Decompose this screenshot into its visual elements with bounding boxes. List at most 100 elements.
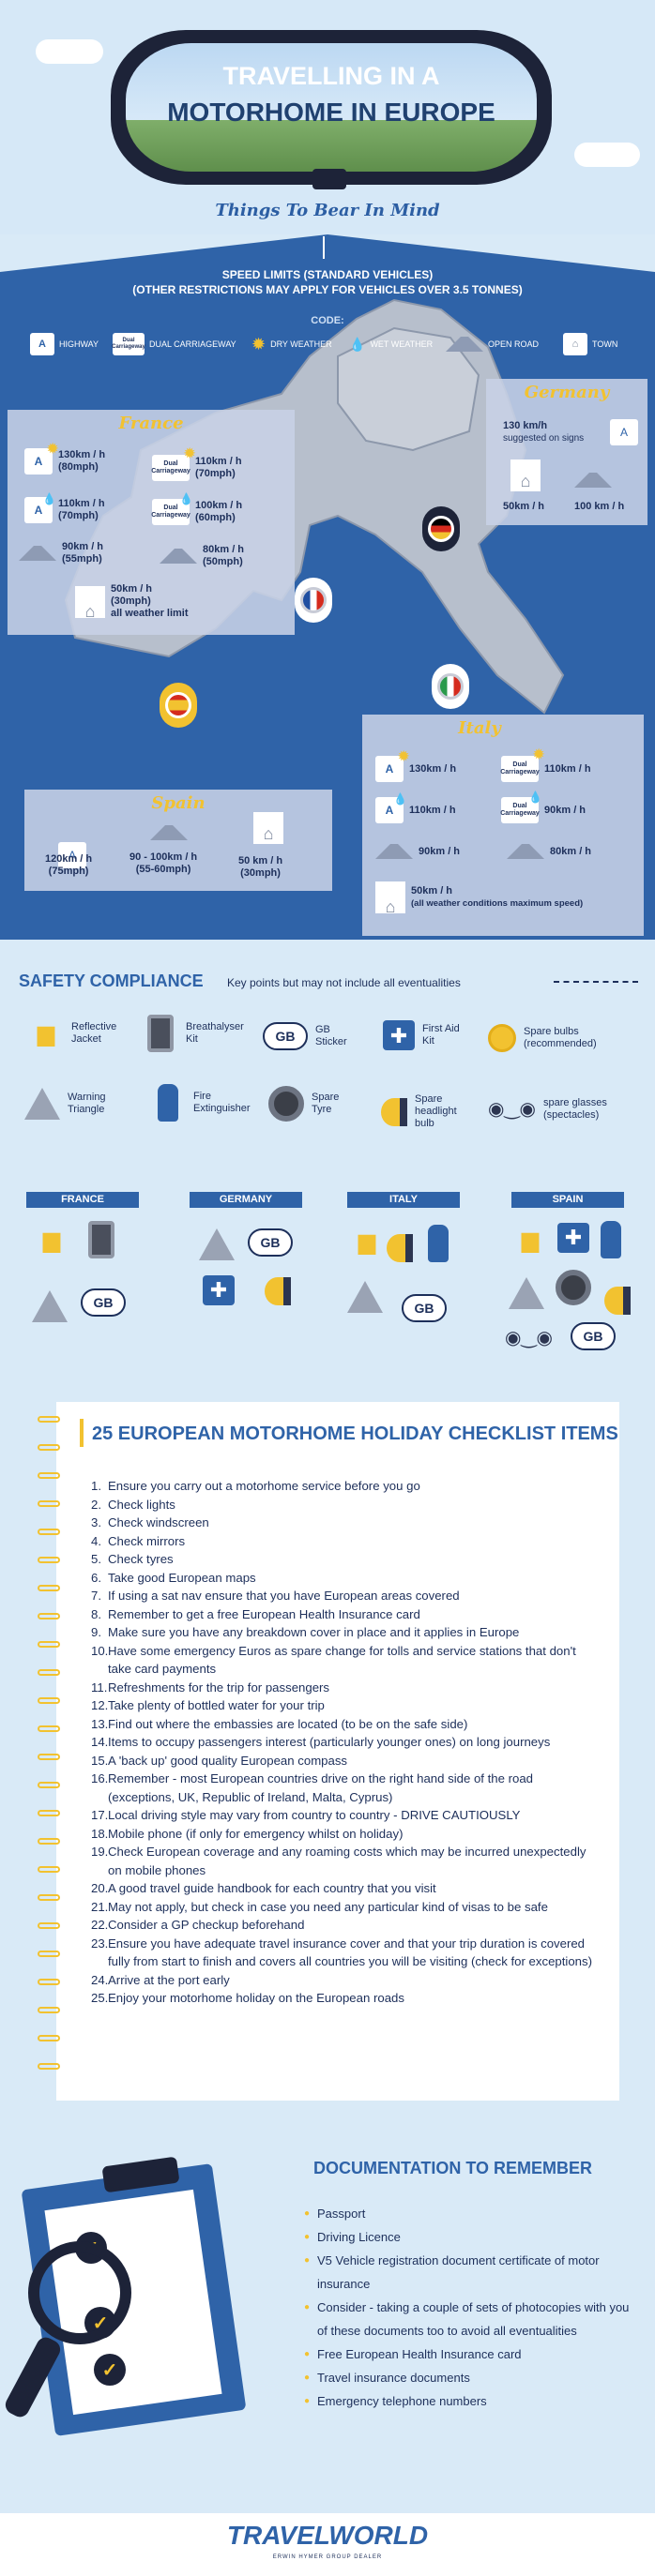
checklist-item: 15. A 'back up' good quality European com… <box>91 1752 598 1770</box>
first-aid-icon: ✚ <box>557 1223 589 1253</box>
checklist-item: 14. Items to occupy passengers interest (… <box>91 1733 598 1752</box>
bullet-icon: ● <box>304 2349 311 2359</box>
checklist-item: 18. Mobile phone (if only for emergency w… <box>91 1825 598 1844</box>
checklist-item-number: 7. <box>91 1589 101 1603</box>
safety-subtitle: Key points but may not include all event… <box>227 976 461 989</box>
italy-open-dry: 90km / h <box>375 844 460 859</box>
reflective-jacket-icon: ▆ <box>37 1020 55 1047</box>
italy-highway-wet: A 💧 110km / h <box>375 793 456 823</box>
tagline: Things To Bear In Mind <box>215 201 440 220</box>
speed-limits-title: SPEED LIMITS (STANDARD VEHICLES) (OTHER … <box>0 267 655 297</box>
dual-carriageway-icon: Dual Carriageway ✹ <box>500 747 544 782</box>
italy-highway-wet-value: 110km / h <box>409 804 456 816</box>
reflective-jacket-icon: ▆ <box>42 1227 61 1253</box>
bullet-icon: ● <box>304 2255 311 2266</box>
checklist-item-number: 14. <box>91 1735 109 1749</box>
checklist-item-text: Check windscreen <box>108 1515 209 1529</box>
bullet-icon: ● <box>304 2208 311 2219</box>
france-dual-wet-value: 100km / h (60mph) <box>195 500 243 523</box>
glasses-icon: ◉‿◉ <box>488 1098 536 1120</box>
warning-triangle-icon <box>24 1088 60 1120</box>
germany-shape <box>337 326 480 452</box>
gb-sticker-icon: GB <box>248 1228 293 1257</box>
item-spare-tyre: Spare Tyre <box>268 1086 339 1122</box>
germany-name: Germany <box>524 383 610 402</box>
italy-name: Italy <box>458 718 501 738</box>
req-germany-label: GERMANY <box>190 1192 302 1208</box>
document-item: ● Passport <box>304 2202 632 2225</box>
checklist-item: 23. Ensure you have adequate travel insur… <box>91 1935 598 1971</box>
code-wet-label: WET WEATHER <box>370 339 434 349</box>
safety-divider <box>554 981 638 983</box>
checklist-item-text: May not apply, but check in case you nee… <box>108 1899 548 1914</box>
checklist-item-text: Items to occupy passengers interest (par… <box>108 1735 551 1749</box>
italy-dual-wet-value: 90km / h <box>544 804 586 816</box>
checklist-item: 9. Make sure you have any breakdown cover… <box>91 1623 598 1642</box>
italy-dual-dry: Dual Carriageway ✹ 110km / h <box>500 747 591 782</box>
checklist-title-bar <box>80 1419 84 1447</box>
code-town: ⌂ TOWN <box>563 332 617 356</box>
document-item-text: Consider - taking a couple of sets of ph… <box>317 2300 630 2338</box>
open-road-icon <box>160 549 197 564</box>
headlight-bulb-icon <box>604 1287 631 1315</box>
item-reflective-jacket: ▆ Reflective Jacket <box>28 1015 117 1052</box>
sun-icon: ✹ <box>398 748 409 763</box>
checklist-item-number: 13. <box>91 1716 109 1731</box>
glasses-icon: ◉‿◉ <box>505 1328 553 1348</box>
italy-flag-pin <box>432 664 469 709</box>
document-item-text: Travel insurance documents <box>317 2371 470 2385</box>
checklist: 1. Ensure you carry out a motorhome servi… <box>91 1477 598 2008</box>
sun-icon: ✹ <box>184 445 195 460</box>
code-wet: 💧 WET WEATHER <box>349 332 433 356</box>
checklist-item: 5. Check tyres <box>91 1550 598 1569</box>
dual-label: Dual Carriageway <box>500 803 540 817</box>
spain-flag-pin <box>160 683 197 728</box>
checklist-item-text: Find out where the embassies are located… <box>108 1716 468 1731</box>
highway-icon: A 💧 <box>24 493 56 523</box>
checklist-item: 16. Remember - most European countries dr… <box>91 1770 598 1806</box>
germany-highway-note: suggested on signs <box>503 433 585 444</box>
checklist-item-number: 4. <box>91 1533 101 1548</box>
germany-highway-value: 130 km/h <box>503 420 548 431</box>
divider-dash <box>323 236 332 259</box>
checklist-item-text: Local driving style may vary from countr… <box>108 1808 521 1822</box>
checklist-item-number: 24. <box>91 1972 109 1987</box>
checklist-item-number: 9. <box>91 1625 101 1639</box>
checklist-item-text: Check lights <box>108 1497 175 1512</box>
jacket-label: Reflective Jacket <box>71 1021 117 1045</box>
document-item-text: V5 Vehicle registration document certifi… <box>317 2253 600 2291</box>
france-dual-dry: Dual Carriageway ✹ 110km / h (70mph) <box>151 446 242 481</box>
checklist-item-text: Remember to get a free European Health I… <box>108 1606 420 1621</box>
checklist-item: 10. Have some emergency Euros as spare ch… <box>91 1642 598 1679</box>
checklist-item: 12. Take plenty of bottled water for your… <box>91 1696 598 1715</box>
checklist-item-number: 20. <box>91 1881 109 1895</box>
item-headlight-bulb: Spare headlight bulb <box>381 1093 457 1130</box>
checklist-item: 7. If using a sat nav ensure that you hav… <box>91 1587 598 1605</box>
france-highway-dry-value: 130km / h (80mph) <box>58 449 106 473</box>
town-icon: ⌂ <box>253 812 283 844</box>
open-road-icon <box>19 546 56 561</box>
hlbulb-label: Spare headlight bulb <box>415 1093 457 1129</box>
checklist-item-text: Ensure you have adequate travel insuranc… <box>108 1936 592 1969</box>
checklist-item-number: 18. <box>91 1826 109 1841</box>
ext-label: Fire Extinguisher <box>193 1091 251 1114</box>
item-spare-glasses: ◉‿◉ spare glasses (spectacles) <box>488 1097 607 1122</box>
open-road-icon <box>446 337 483 352</box>
italy-town-text: 50km / h (all weather conditions maximum… <box>411 885 583 910</box>
checklist-title: 25 EUROPEAN MOTORHOME HOLIDAY CHECKLIST … <box>92 1424 618 1444</box>
documents-list: ● Passport ● Driving Licence ● V5 Vehicle reg… <box>304 2202 632 2413</box>
checklist-item-text: Refreshments for the trip for passengers <box>108 1680 330 1695</box>
checklist-item-number: 19. <box>91 1845 109 1859</box>
dual-label: Dual Carriageway <box>151 460 190 475</box>
item-first-aid: ✚ First Aid Kit <box>383 1020 460 1050</box>
warning-triangle-icon <box>199 1228 235 1260</box>
warning-triangle-icon <box>509 1277 544 1309</box>
gb-label: GB Sticker <box>315 1024 347 1047</box>
france-highway-wet-value: 110km / h (70mph) <box>58 498 105 521</box>
france-open-wet: 80km / h (50mph) <box>160 544 244 568</box>
document-item: ● V5 Vehicle registration document certif… <box>304 2249 632 2296</box>
logo-subtitle: ERWIN HYMER GROUP DEALER <box>272 2554 383 2560</box>
code-dry-label: DRY WEATHER <box>270 339 332 349</box>
checklist-item-text: If using a sat nav ensure that you have … <box>108 1589 460 1603</box>
item-spare-bulbs: Spare bulbs (recommended) <box>488 1024 597 1052</box>
